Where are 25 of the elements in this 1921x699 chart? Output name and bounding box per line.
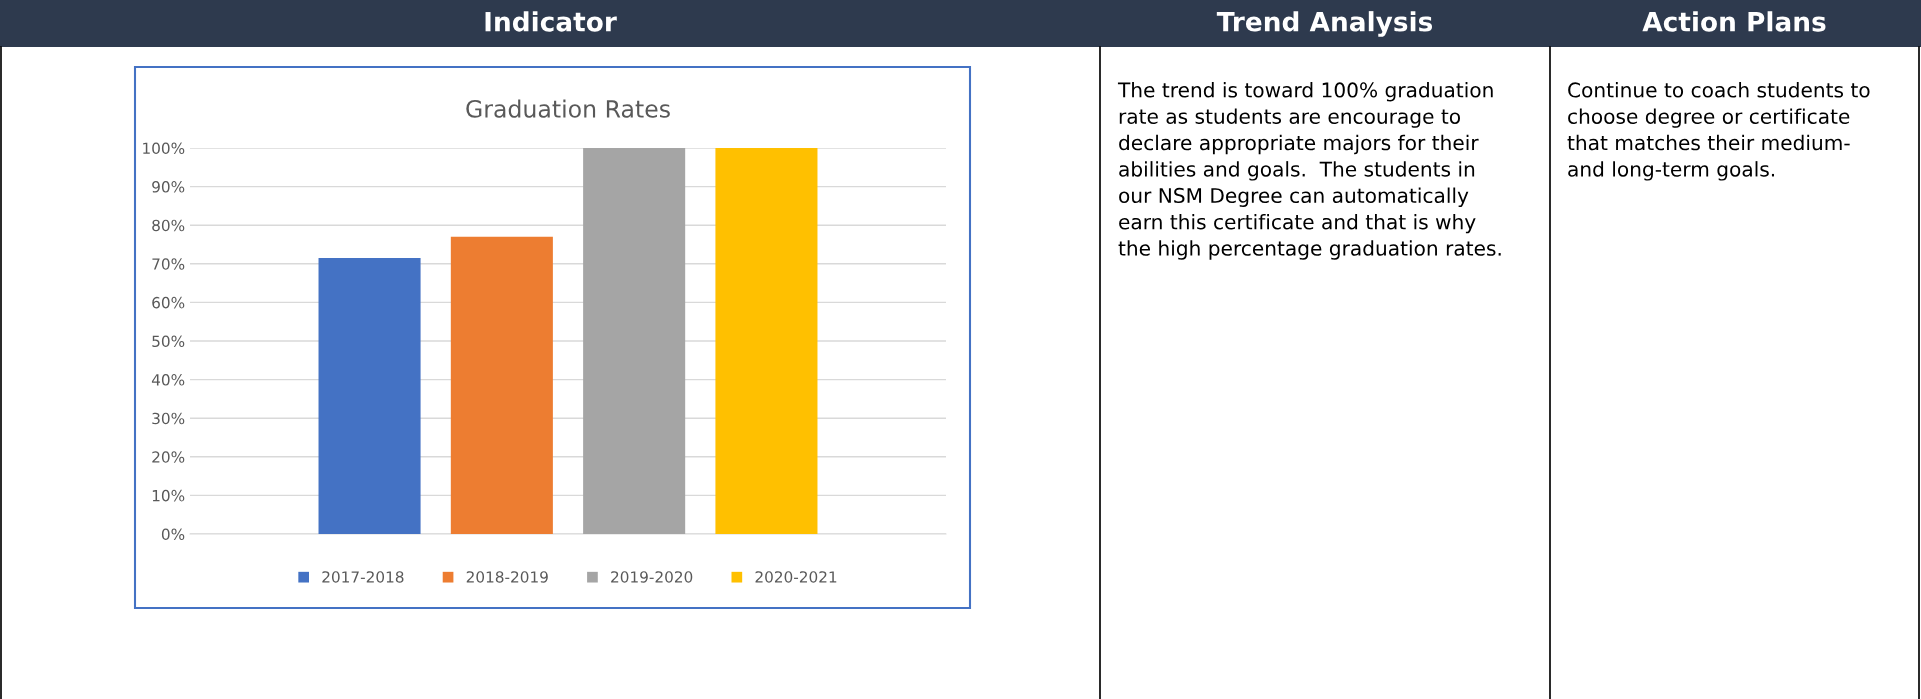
y-tick-label: 70%: [152, 258, 185, 270]
legend-label: 2019-2020: [611, 571, 693, 583]
bar: [318, 258, 421, 534]
legend-label: 2020-2021: [755, 571, 837, 583]
y-tick-label: 20%: [152, 451, 185, 463]
y-tick-label: 80%: [152, 219, 185, 232]
text: Action Plans: [1642, 11, 1826, 32]
text: Trend Analysis: [1216, 11, 1433, 37]
y-tick-label: 60%: [152, 296, 185, 309]
text: Continue to coach students to choose degree or certificate that matches their medium- and long-term goals.: [1567, 82, 1870, 181]
y-tick-label: 30%: [152, 412, 185, 425]
bar: [583, 148, 686, 534]
y-tick-label: 100%: [143, 142, 185, 155]
y-tick-label: 50%: [152, 335, 185, 348]
y-tick-label: 90%: [152, 181, 185, 193]
legend-label: 2017-2018: [322, 571, 404, 583]
text: Indicator: [485, 11, 617, 32]
y-tick-label: 0%: [161, 528, 185, 541]
y-tick-label: 10%: [152, 489, 185, 502]
text: The trend is toward 100% graduation rate as students are encourage to declare appropriate majors for their abilities and goals. The students in our NSM Degree can automatically earn this certificate and that is why the high percentage graduation rates.: [1117, 82, 1501, 260]
y-tick-label: 40%: [151, 374, 185, 386]
bar: [450, 236, 553, 534]
legend-label: 2018-2019: [466, 571, 548, 583]
chart-title: Graduation Rates: [466, 99, 670, 118]
bar: [715, 148, 818, 534]
